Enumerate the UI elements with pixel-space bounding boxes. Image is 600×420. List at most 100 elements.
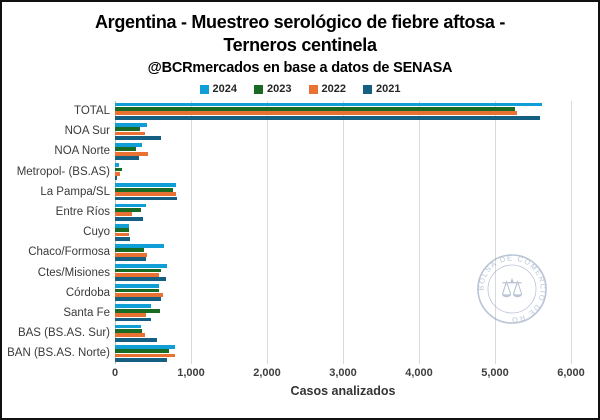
x-axis-title: Casos analizados xyxy=(290,383,396,398)
x-tick-label: 1,000 xyxy=(177,366,205,379)
chart-title-line1: Argentina - Muestreo serológico de fiebr… xyxy=(94,12,506,32)
bar-2022 xyxy=(115,232,130,237)
bar-2021 xyxy=(115,196,177,201)
bar-group xyxy=(115,141,571,161)
bar-2023 xyxy=(115,329,142,333)
legend-swatch-2023 xyxy=(254,84,264,94)
bar-2022 xyxy=(115,171,121,176)
bar-group xyxy=(115,202,571,222)
bar-group xyxy=(115,242,571,262)
bar-2021 xyxy=(115,236,130,241)
bar-2022 xyxy=(115,313,147,318)
category-label: Chaco/Formosa xyxy=(28,246,110,259)
bar-2023 xyxy=(115,248,145,253)
plot-area: BOLSA DE COMERCIO DE ROSARIO ⚖ xyxy=(115,101,572,364)
bar-group xyxy=(115,343,571,363)
chart-legend: 2024 2023 2022 2021 xyxy=(2,82,598,96)
legend-swatch-2021 xyxy=(362,84,372,94)
bar-group xyxy=(115,303,571,323)
bar-2022 xyxy=(115,192,176,196)
bar-2024 xyxy=(115,163,119,167)
bar-group xyxy=(115,222,571,242)
bar-2024 xyxy=(115,304,151,309)
chart-title-line2: Terneros centinela xyxy=(223,35,377,55)
bar-2023 xyxy=(115,167,122,172)
legend-item-2023: 2023 xyxy=(254,83,292,95)
y-axis-line xyxy=(115,101,116,364)
category-label: Metropol- (BS.AS) xyxy=(16,165,110,178)
gridline xyxy=(190,101,192,364)
x-axis-ticks: 0 1,000 2,000 3,000 4,000 5,000 6,000 xyxy=(111,364,585,380)
bar-2023 xyxy=(115,268,161,273)
gridline xyxy=(418,101,420,364)
bar-2022 xyxy=(115,333,145,338)
plot-region: TOTAL NOA Sur NOA Norte Metropol- (BS.AS) La… xyxy=(7,101,588,364)
category-label: TOTAL xyxy=(74,105,110,118)
category-label: NOA Norte xyxy=(54,145,110,158)
gridline xyxy=(266,101,268,364)
legend-swatch-2024 xyxy=(199,84,209,94)
bar-2023 xyxy=(115,147,136,152)
x-tick-label: 4,000 xyxy=(405,366,433,379)
bar-2022 xyxy=(115,212,133,217)
bar-2021 xyxy=(115,317,152,322)
bar-group xyxy=(115,323,571,343)
bar-group xyxy=(115,182,571,202)
bar-2021 xyxy=(115,257,147,261)
bar-2021 xyxy=(115,135,161,140)
x-tick-label: 5,000 xyxy=(481,366,509,379)
bar-2023 xyxy=(115,207,142,212)
bar-2023 xyxy=(115,288,160,293)
legend-label: 2021 xyxy=(375,83,401,95)
category-label: Ctes/Misiones xyxy=(37,266,110,279)
gridline xyxy=(343,101,344,364)
category-label: Entre Ríos xyxy=(55,206,110,219)
legend-item-2021: 2021 xyxy=(362,83,401,95)
category-label: Córdoba xyxy=(65,286,110,299)
bar-group xyxy=(115,121,571,141)
category-label: Cuyo xyxy=(83,226,110,239)
category-label: La Pampa/SL xyxy=(40,185,110,198)
x-tick-label: 6,000 xyxy=(557,366,585,379)
category-label: BAS (BS.AS. Sur) xyxy=(17,327,110,340)
bar-group xyxy=(115,263,571,283)
bar-2022 xyxy=(115,252,147,257)
bar-group xyxy=(115,101,571,121)
legend-label: 2022 xyxy=(321,83,346,95)
bar-2024 xyxy=(115,284,160,289)
bar-2021 xyxy=(115,176,118,181)
bar-2024 xyxy=(115,223,130,228)
bar-2023 xyxy=(115,107,515,111)
gridline xyxy=(495,101,496,364)
bar-2023 xyxy=(115,349,169,354)
bar-groups xyxy=(115,101,571,364)
bar-2021 xyxy=(115,277,166,282)
legend-label: 2024 xyxy=(212,83,238,95)
category-label: BAN (BS.AS. Norte) xyxy=(7,347,110,360)
bar-2022 xyxy=(115,353,176,358)
bar-2021 xyxy=(115,358,168,362)
bar-2024 xyxy=(115,344,175,349)
legend-item-2024: 2024 xyxy=(199,83,238,95)
bar-2022 xyxy=(115,111,518,116)
bar-2023 xyxy=(115,228,130,232)
x-tick-label: 0 xyxy=(111,366,119,379)
bar-2021 xyxy=(115,337,157,342)
bar-2022 xyxy=(115,131,146,136)
x-tick-label: 3,000 xyxy=(329,366,357,379)
bar-2024 xyxy=(115,142,143,147)
category-label: NOA Sur xyxy=(64,125,110,138)
chart-subtitle: @BCRmercados en base a datos de SENASA xyxy=(147,60,453,76)
bar-2024 xyxy=(115,102,543,107)
bar-group xyxy=(115,162,571,182)
gridline xyxy=(571,101,572,364)
bar-2024 xyxy=(115,243,165,248)
bar-2021 xyxy=(115,115,540,120)
bar-2024 xyxy=(115,183,177,188)
category-axis: TOTAL NOA Sur NOA Norte Metropol- (BS.AS) La… xyxy=(7,101,115,364)
bar-2022 xyxy=(115,293,164,297)
bar-2021 xyxy=(115,216,144,221)
legend-swatch-2022 xyxy=(308,84,318,94)
bar-2023 xyxy=(115,187,174,192)
